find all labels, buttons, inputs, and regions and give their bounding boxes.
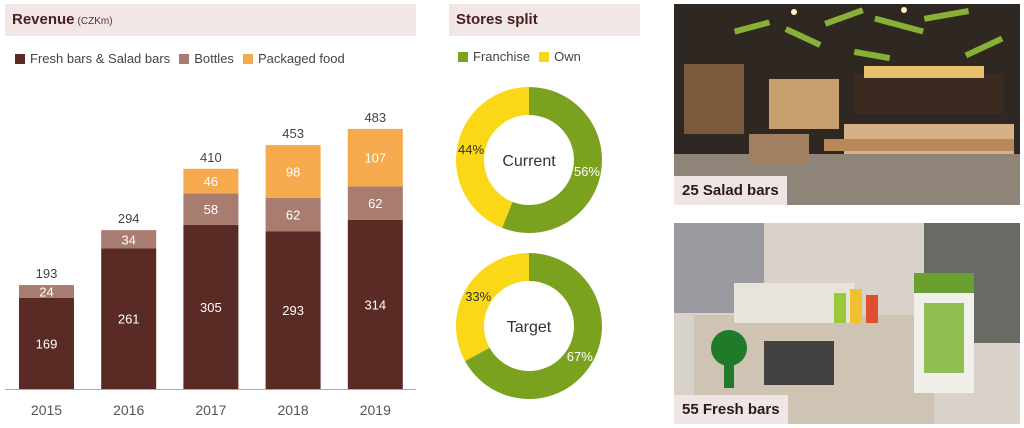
legend-swatch-own bbox=[539, 51, 550, 62]
legend-label-packaged: Packaged food bbox=[257, 51, 345, 66]
bar-label-2015-series-0: 169 bbox=[36, 336, 58, 351]
legend-swatch-bottles bbox=[179, 53, 190, 64]
legend-item-packaged: Packaged food bbox=[242, 51, 345, 66]
revenue-unit: (CZKm) bbox=[77, 16, 113, 27]
legend-swatch-franchise bbox=[458, 51, 468, 62]
legend-item-bottles: Bottles bbox=[179, 51, 234, 66]
bar-total-2017: 410 bbox=[200, 150, 222, 165]
bar-2019-series-1 bbox=[347, 186, 403, 220]
legend-swatch-packaged bbox=[242, 53, 253, 64]
bar-label-2017-series-2: 46 bbox=[204, 174, 218, 189]
donut-target-slice-1 bbox=[456, 253, 529, 362]
legend-item-fresh: Fresh bars & Salad bars bbox=[15, 51, 170, 66]
donut-current-label-1: 44% bbox=[458, 142, 484, 157]
fresh-bars-caption: 55 Fresh bars bbox=[674, 395, 788, 424]
bar-label-2016-series-0: 261 bbox=[118, 312, 140, 327]
bar-label-2018-series-1: 62 bbox=[286, 208, 300, 223]
bar-label-2017-series-0: 305 bbox=[200, 300, 222, 315]
bar-label-2019-series-0: 314 bbox=[364, 297, 386, 312]
stores-title-bar: Stores split bbox=[449, 4, 640, 36]
bar-2017-series-1 bbox=[183, 193, 239, 225]
bar-2016-series-1 bbox=[101, 230, 157, 249]
donut-current-slice-1 bbox=[456, 87, 529, 228]
bar-2019-series-0 bbox=[347, 219, 403, 389]
bar-2016-series-0 bbox=[101, 248, 157, 389]
bar-2017-series-0 bbox=[183, 224, 239, 389]
salad-bar-illustration bbox=[674, 4, 1020, 205]
donut-target-center-label: Target bbox=[507, 319, 552, 336]
x-tick-2016: 2016 bbox=[113, 402, 144, 418]
bar-2019-series-2 bbox=[347, 128, 403, 187]
bar-label-2015-series-1: 24 bbox=[39, 285, 53, 300]
revenue-title: Revenue bbox=[12, 11, 75, 28]
x-tick-2017: 2017 bbox=[195, 402, 226, 418]
revenue-chart: 169 24 193 2015 261 34 294 2016 305 58 46 410 2017 29… bbox=[5, 110, 416, 418]
legend-label-fresh: Fresh bars & Salad bars bbox=[30, 51, 171, 66]
bar-total-2019: 483 bbox=[364, 110, 386, 125]
bar-label-2016-series-1: 34 bbox=[121, 232, 135, 247]
bar-2018-series-1 bbox=[265, 197, 321, 232]
bar-total-2015: 193 bbox=[36, 266, 58, 281]
stores-title: Stores split bbox=[456, 11, 538, 28]
bar-2015-series-0 bbox=[19, 297, 74, 389]
bar-label-2018-series-2: 98 bbox=[286, 164, 300, 179]
bar-2018-series-2 bbox=[265, 145, 321, 198]
bar-label-2017-series-1: 58 bbox=[204, 202, 218, 217]
salad-bars-caption: 25 Salad bars bbox=[674, 176, 787, 205]
legend-label-franchise: Franchise bbox=[473, 49, 531, 64]
donut-current-slice-0 bbox=[502, 87, 602, 233]
x-tick-2015: 2015 bbox=[31, 402, 62, 418]
donut-current-center-label: Current bbox=[502, 153, 556, 170]
bar-2018-series-0 bbox=[265, 231, 321, 389]
fresh-bar-photo: 55 Fresh bars bbox=[674, 223, 1020, 424]
bar-total-2018: 453 bbox=[282, 126, 304, 141]
fresh-bar-illustration bbox=[674, 223, 1020, 424]
donut-current-label-0: 56% bbox=[574, 164, 600, 179]
legend-item-own: Own bbox=[539, 49, 581, 64]
donut-target: 67% 33% Target bbox=[456, 253, 602, 399]
bar-label-2018-series-0: 293 bbox=[282, 303, 304, 318]
legend-label-own: Own bbox=[554, 49, 581, 64]
bar-2017-series-2 bbox=[183, 168, 239, 194]
x-tick-2019: 2019 bbox=[360, 402, 391, 418]
legend-item-franchise: Franchise bbox=[458, 49, 530, 64]
bar-label-2019-series-1: 62 bbox=[368, 196, 382, 211]
donut-current: 56% 44% Current bbox=[456, 87, 602, 233]
stores-legend: Franchise Own bbox=[458, 49, 590, 64]
donut-target-label-0: 67% bbox=[567, 349, 593, 364]
revenue-legend: Fresh bars & Salad bars Bottles Packaged… bbox=[15, 51, 354, 66]
x-tick-2018: 2018 bbox=[278, 402, 309, 418]
legend-label-bottles: Bottles bbox=[194, 51, 234, 66]
legend-swatch-fresh bbox=[15, 53, 25, 64]
donut-target-label-1: 33% bbox=[465, 289, 491, 304]
bar-total-2016: 294 bbox=[118, 211, 140, 226]
salad-bar-photo: 25 Salad bars bbox=[674, 4, 1020, 205]
bar-2015-series-1 bbox=[19, 285, 74, 298]
donut-target-slice-0 bbox=[465, 253, 602, 399]
revenue-title-bar: Revenue (CZKm) bbox=[5, 4, 416, 36]
bar-label-2019-series-2: 107 bbox=[364, 151, 386, 166]
